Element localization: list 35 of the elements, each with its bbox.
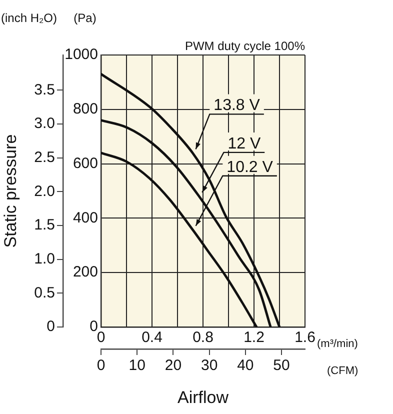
- x-tick-label: 0.8: [192, 329, 214, 346]
- y-tick-label: 0: [90, 318, 98, 336]
- y-tick-label: 400: [72, 209, 98, 226]
- x2-tick-label: 10: [128, 357, 146, 374]
- x-axis-title: (m³/min): [317, 338, 358, 350]
- x-tick-label: 1.2: [244, 329, 264, 346]
- line-series: [101, 72, 281, 327]
- x-tick-label: 0.4: [142, 329, 162, 346]
- y2-tick-label: 1.0: [34, 250, 55, 268]
- y2-tick-label: 2.0: [34, 182, 55, 200]
- y2-tick-label: 1.5: [34, 216, 55, 234]
- y-tick-label: 200: [72, 264, 98, 281]
- line-series: [101, 152, 258, 327]
- x2-tick-label: 20: [164, 357, 182, 374]
- text: 10.2 V: [226, 158, 274, 176]
- text: Airflow: [177, 388, 230, 407]
- y2-tick-label: 2.5: [34, 148, 55, 166]
- y2-tick-label: 0.5: [34, 284, 55, 302]
- y2-tick-label: 3.5: [34, 81, 55, 98]
- x-tick-label: 1.6: [294, 329, 316, 346]
- y-tick-label: 1000: [64, 46, 98, 64]
- y-tick-label: 600: [72, 154, 98, 172]
- x2-axis-title: (CFM): [327, 365, 358, 377]
- y-axis-title: (Pa): [74, 11, 96, 25]
- legend-label: 12 V: [228, 135, 261, 152]
- text: Static pressure: [1, 134, 20, 248]
- x2-tick-label: 40: [237, 357, 254, 374]
- x2-tick-label: 50: [273, 357, 290, 374]
- chart-title: PWM duty cycle 100%: [184, 39, 306, 53]
- text: 13.8 V: [214, 97, 260, 114]
- y-tick-label: 800: [72, 100, 98, 118]
- y2-tick-label: 0: [46, 318, 55, 336]
- y2-tick-label: 3.0: [34, 115, 55, 132]
- y2-axis-title: (inch H₂O): [1, 11, 57, 25]
- x2-tick-label: 30: [200, 357, 218, 374]
